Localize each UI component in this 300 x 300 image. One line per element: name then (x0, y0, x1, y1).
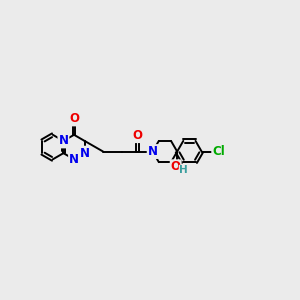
Text: O: O (171, 160, 181, 173)
Text: N: N (148, 145, 158, 158)
Text: Cl: Cl (212, 145, 225, 158)
Text: N: N (69, 153, 79, 166)
Text: O: O (132, 129, 142, 142)
Text: N: N (58, 134, 68, 147)
Text: H: H (179, 165, 188, 175)
Text: O: O (69, 112, 79, 125)
Text: N: N (80, 147, 90, 160)
